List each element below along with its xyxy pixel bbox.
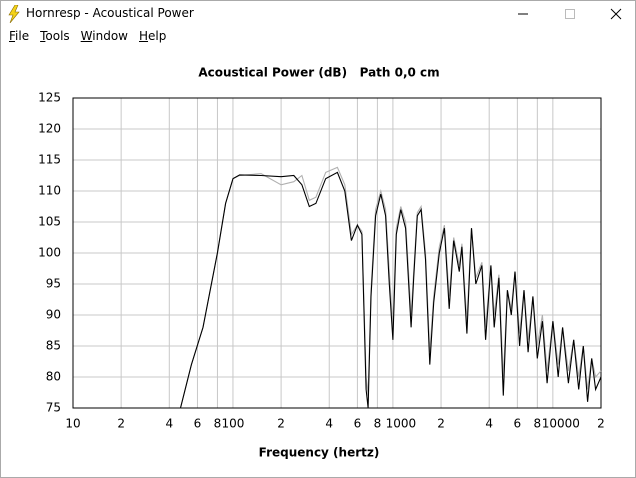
menu-item[interactable]: Help	[139, 29, 167, 43]
x-tick-label: 2	[437, 417, 445, 431]
y-tick-label: 115	[38, 153, 61, 167]
x-tick-label: 8	[374, 417, 382, 431]
y-tick-label: 80	[46, 370, 61, 384]
x-tick-label: 6	[354, 417, 362, 431]
y-tick-label: 120	[38, 122, 61, 136]
x-tick-label: 8	[534, 417, 542, 431]
y-tick-label: 75	[46, 401, 61, 415]
menu-item[interactable]: Tools	[40, 29, 70, 43]
menu-item[interactable]: Window	[80, 29, 128, 43]
series-line	[179, 166, 602, 409]
x-tick-label: 4	[485, 417, 493, 431]
x-tick-label: 2	[597, 417, 605, 431]
y-tick-label: 110	[38, 184, 61, 198]
x-tick-label: 10000	[542, 417, 580, 431]
x-tick-label: 2	[117, 417, 125, 431]
y-tick-label: 90	[46, 308, 61, 322]
y-tick-label: 100	[38, 246, 61, 260]
x-tick-label: 1000	[386, 417, 417, 431]
title-bar: Hornresp - Acoustical Power	[1, 1, 635, 27]
window-controls[interactable]	[505, 1, 635, 27]
window-title: Hornresp - Acoustical Power	[26, 6, 194, 20]
menu-item[interactable]: File	[9, 29, 30, 43]
x-tick-label: 4	[325, 417, 333, 431]
y-tick-label: 125	[38, 91, 61, 105]
app-icon	[8, 5, 20, 23]
x-axis-label: Frequency (hertz)	[259, 446, 380, 460]
plot-frame	[72, 97, 602, 409]
x-tick-label: 10	[65, 417, 80, 431]
menu-bar: File Tools Window Help	[9, 29, 177, 43]
y-tick-label: 95	[46, 277, 61, 291]
x-tick-label: 2	[277, 417, 285, 431]
y-tick-label: 85	[46, 339, 61, 353]
x-tick-label: 100	[221, 417, 244, 431]
x-tick-label: 6	[514, 417, 522, 431]
y-tick-label: 105	[38, 215, 61, 229]
x-tick-label: 4	[165, 417, 173, 431]
chart-title: Acoustical Power (dB) Path 0,0 cm	[198, 66, 439, 80]
x-tick-label: 6	[194, 417, 202, 431]
series-line	[179, 171, 602, 409]
x-tick-label: 8	[214, 417, 222, 431]
